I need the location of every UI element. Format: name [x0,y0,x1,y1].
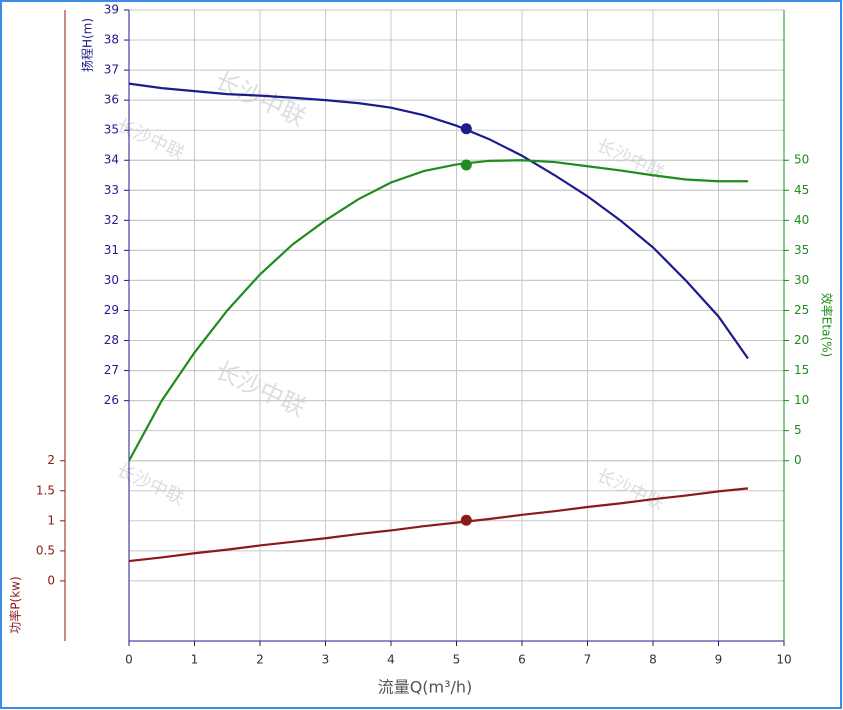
operating-point [460,123,472,135]
y-tick-label: 10 [794,393,809,407]
x-tick-label: 7 [584,653,592,667]
x-tick-label: 2 [256,653,264,667]
y-tick-label: 38 [104,33,119,47]
operating-point [460,159,472,171]
y-tick-label: 35 [794,243,809,257]
y-tick-label: 40 [794,213,809,227]
x-axis-label: 流量Q(m³/h) [378,678,473,697]
y-tick-label: 27 [104,363,119,377]
x-tick-label: 6 [518,653,526,667]
x-tick-label: 0 [125,653,133,667]
y-tick-label: 31 [104,243,119,257]
series-line [128,82,749,360]
y-tick-label: 1 [47,513,55,527]
x-tick-label: 4 [387,653,395,667]
y-tick-label: 15 [794,363,809,377]
y-tick-label: 45 [794,183,809,197]
y-tick-label: 30 [794,273,809,287]
y-tick-label: 0 [794,453,802,467]
y-tick-label: 39 [104,3,119,17]
x-tick-label: 1 [191,653,199,667]
x-tick-label: 8 [649,653,657,667]
y3-axis-label: 功率P(kw) [8,576,23,633]
y-tick-label: 0 [47,573,55,587]
y-tick-label: 0.5 [36,543,55,557]
x-tick-label: 9 [715,653,723,667]
series-line [128,487,749,563]
x-tick-label: 5 [453,653,461,667]
operating-point [460,514,472,526]
y-tick-label: 34 [104,153,119,167]
y-tick-label: 35 [104,123,119,137]
y-tick-label: 33 [104,183,119,197]
y-tick-label: 30 [104,273,119,287]
y-tick-label: 32 [104,213,119,227]
series-line [128,159,748,462]
y-tick-label: 2 [47,453,55,467]
y-tick-label: 37 [104,63,119,77]
x-tick-label: 3 [322,653,330,667]
y-tick-label: 50 [794,153,809,167]
y-tick-label: 20 [794,333,809,347]
y2-axis-label: 效率Eta(%) [820,293,835,357]
y-tick-label: 25 [794,303,809,317]
y-tick-label: 26 [104,393,119,407]
y-tick-label: 29 [104,303,119,317]
y-tick-label: 5 [794,423,802,437]
y-tick-label: 1.5 [36,483,55,497]
x-tick-label: 10 [776,653,791,667]
y-tick-label: 36 [104,93,119,107]
y-tick-label: 28 [104,333,119,347]
y-axis-label: 扬程H(m) [80,18,95,72]
